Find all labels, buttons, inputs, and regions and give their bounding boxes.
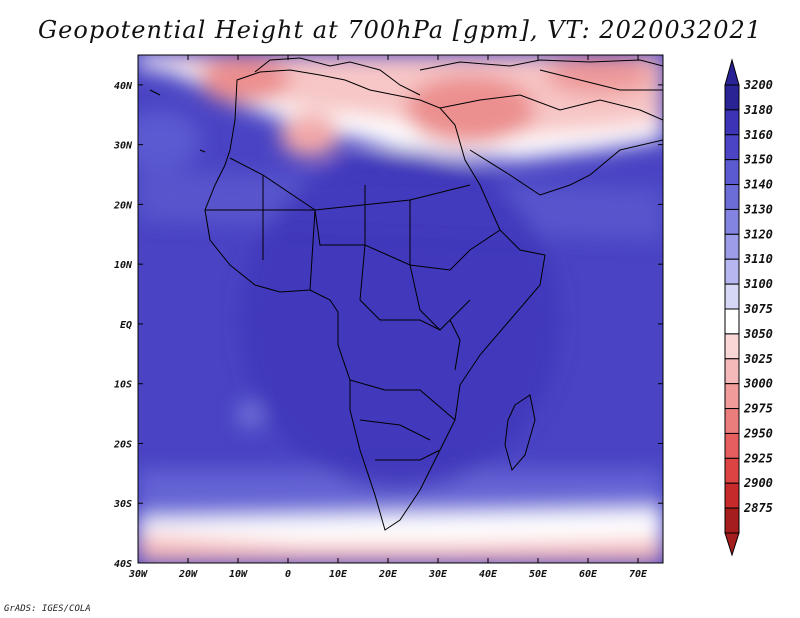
height-field (138, 55, 663, 563)
colorbar-swatch (724, 333, 740, 360)
colorbar-swatch (724, 233, 740, 260)
colorbar-swatch (724, 208, 740, 235)
colorbar-swatch (724, 507, 740, 534)
colorbar-swatch (724, 457, 740, 484)
colorbar-swatch (724, 432, 740, 459)
lat-tick-label: 10S (114, 380, 132, 391)
colorbar-swatch (724, 134, 740, 161)
axis-ticks (137, 55, 663, 564)
colorbar-swatch (724, 383, 740, 410)
lon-tick-label: 40E (479, 569, 498, 580)
colorbar-swatch (724, 84, 740, 111)
colorbar-swatch (724, 283, 740, 310)
lon-tick-label: 0 (285, 569, 291, 580)
colorbar-label: 3110 (743, 252, 773, 266)
lon-tick-label: 20W (178, 569, 198, 580)
colorbar-label: 3160 (743, 128, 773, 142)
colorbar-label: 2900 (743, 476, 773, 490)
colorbar: 3200 3180 3160 3150 3140 3130 3120 3110 3100 3075… (724, 58, 773, 557)
lat-tick-label: 20N (113, 200, 133, 211)
lon-tick-label: 30W (128, 569, 148, 580)
colorbar-label: 3100 (743, 277, 773, 291)
lon-tick-label: 10E (329, 569, 348, 580)
colorbar-label: 2875 (743, 501, 773, 515)
lon-tick-label: 60E (579, 569, 598, 580)
colorbar-label: 3150 (743, 153, 773, 167)
colorbar-label: 3200 (743, 78, 773, 92)
coastlines (149, 57, 663, 531)
lon-tick-label: 30E (428, 569, 448, 580)
lon-tick-label: 10W (229, 569, 248, 580)
credit-label: GrADS: IGES/COLA (4, 604, 91, 614)
colorbar-top-arrow (724, 58, 740, 86)
latitude-labels: 40N 30N 20N 10N EQ 10S 20S 30S 40S (113, 81, 133, 570)
colorbar-swatch (724, 358, 740, 385)
colorbar-swatch (724, 482, 740, 509)
colorbar-swatch (724, 159, 740, 186)
lon-tick-label: 50E (529, 569, 548, 580)
colorbar-swatch (724, 408, 740, 434)
colorbar-swatch (724, 184, 740, 210)
lon-tick-label: 70E (629, 569, 648, 580)
colorbar-bottom-arrow (724, 532, 740, 557)
lat-tick-label: 40S (114, 559, 132, 570)
map-title: Geopotential Height at 700hPa [gpm], VT:… (38, 16, 762, 44)
lat-tick-label: 20S (113, 439, 132, 450)
lat-tick-label: 30S (113, 499, 132, 510)
colorbar-label: 3130 (743, 202, 773, 216)
lat-tick-label: 10N (114, 260, 133, 271)
colorbar-label: 3120 (743, 227, 773, 241)
colorbar-label: 3050 (743, 327, 773, 341)
colorbar-label: 2975 (743, 402, 773, 416)
colorbar-label: 3000 (743, 377, 773, 391)
map-frame (137, 54, 664, 564)
colorbar-label: 2950 (743, 426, 773, 440)
colorbar-swatch (724, 109, 740, 136)
colorbar-label: 2925 (743, 451, 773, 465)
colorbar-swatch (724, 308, 740, 335)
lat-tick-label: EQ (120, 320, 132, 331)
colorbar-label: 3180 (743, 103, 773, 117)
colorbar-swatch (724, 258, 740, 285)
colorbar-label: 3140 (743, 178, 773, 192)
lat-tick-label: 40N (114, 81, 133, 92)
longitude-labels: 30W 20W 10W 0 10E 20E 30E 40E 50E 60E 70E (128, 569, 648, 580)
lon-tick-label: 20E (378, 569, 398, 580)
colorbar-label: 3075 (743, 302, 773, 316)
colorbar-label: 3025 (743, 352, 773, 366)
lat-tick-label: 30N (113, 141, 133, 152)
